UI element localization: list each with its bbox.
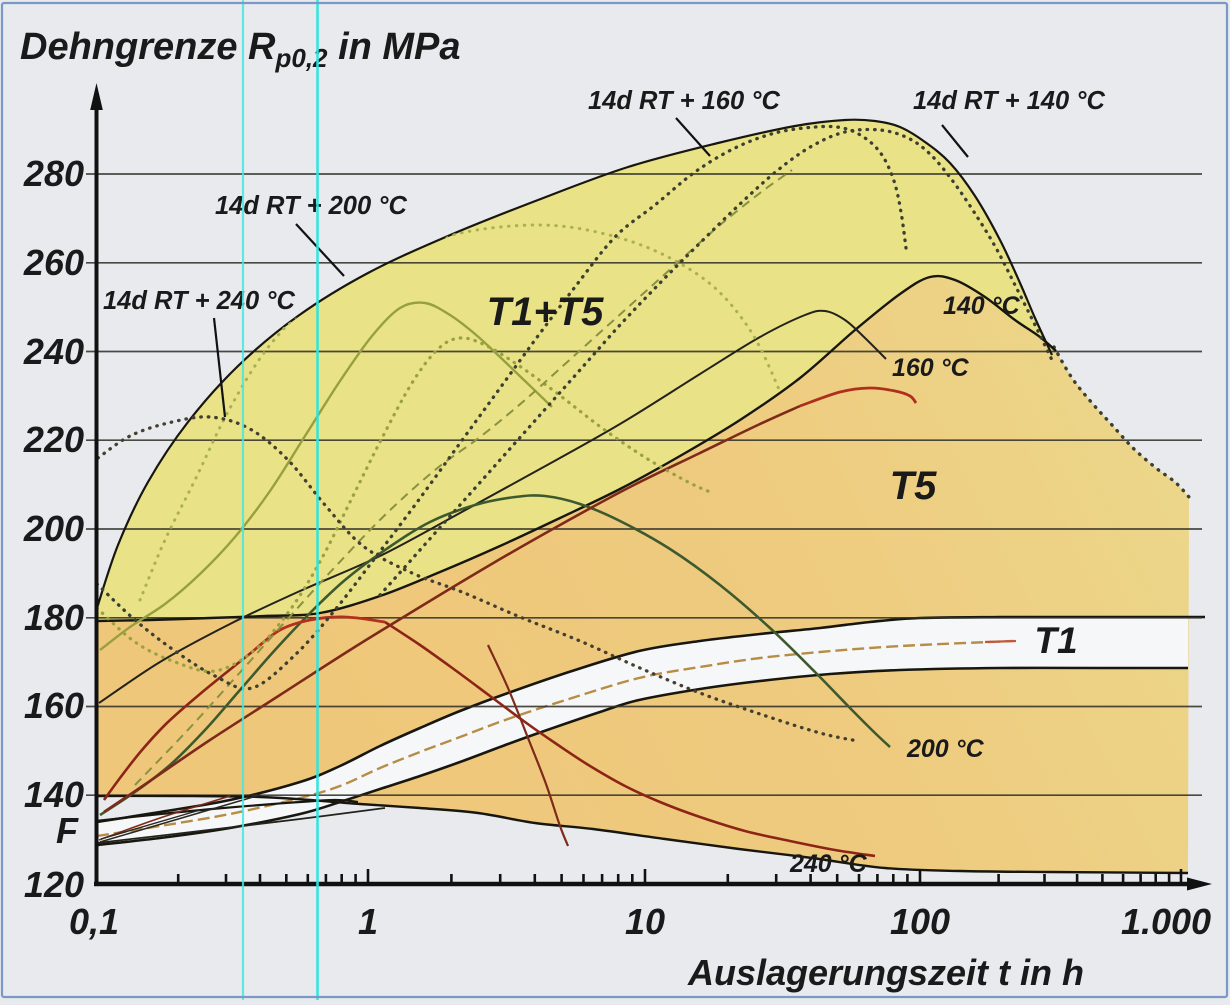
svg-text:160 °C: 160 °C	[892, 354, 970, 382]
svg-text:240: 240	[23, 331, 84, 372]
svg-text:T1: T1	[1034, 620, 1077, 661]
svg-text:14d RT + 160 °C: 14d RT + 160 °C	[588, 87, 780, 115]
svg-text:T1+T5: T1+T5	[487, 290, 604, 334]
svg-text:180: 180	[24, 597, 84, 638]
svg-text:1: 1	[358, 901, 378, 942]
svg-text:14d RT + 200 °C: 14d RT + 200 °C	[215, 192, 407, 220]
svg-text:140 °C: 140 °C	[943, 292, 1021, 320]
svg-text:220: 220	[23, 419, 84, 460]
svg-text:280: 280	[23, 153, 84, 194]
svg-text:0,1: 0,1	[69, 901, 119, 942]
svg-text:F: F	[56, 810, 79, 851]
svg-text:T5: T5	[890, 464, 937, 508]
svg-text:120: 120	[24, 864, 84, 905]
svg-text:140: 140	[24, 774, 84, 815]
svg-text:1.000: 1.000	[1121, 901, 1211, 942]
svg-text:100: 100	[890, 901, 950, 942]
svg-text:14d RT + 140 °C: 14d RT + 140 °C	[913, 87, 1105, 115]
svg-text:200 °C: 200 °C	[906, 735, 985, 763]
svg-text:14d RT + 240 °C: 14d RT + 240 °C	[103, 287, 295, 315]
svg-text:10: 10	[625, 901, 665, 942]
svg-text:260: 260	[23, 242, 84, 283]
svg-text:160: 160	[24, 685, 84, 726]
svg-text:240 °C: 240 °C	[789, 850, 868, 878]
svg-text:200: 200	[23, 508, 84, 549]
svg-text:Dehngrenze Rp0,2 in MPa: Dehngrenze Rp0,2 in MPa	[20, 26, 461, 73]
svg-text:Auslagerungszeit t in h: Auslagerungszeit t in h	[687, 952, 1084, 993]
